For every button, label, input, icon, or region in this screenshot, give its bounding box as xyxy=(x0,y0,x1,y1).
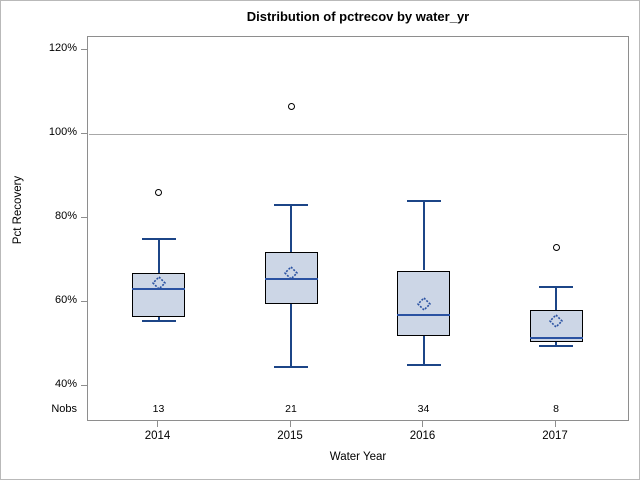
whisker-upper-stem xyxy=(157,239,160,273)
nobs-value: 8 xyxy=(553,403,559,415)
whisker-lower-stem xyxy=(422,335,425,365)
whisker-upper-stem xyxy=(422,201,425,271)
median-line xyxy=(132,288,185,291)
outlier-point xyxy=(287,103,295,111)
y-axis-tick xyxy=(81,384,87,386)
y-axis-tick xyxy=(81,300,87,302)
y-axis-tick xyxy=(81,132,87,134)
nobs-value: 34 xyxy=(417,403,430,415)
y-axis-tick-label: 80% xyxy=(54,210,77,222)
y-axis-tick-label: 120% xyxy=(48,42,77,54)
median-line xyxy=(264,277,318,280)
reference-line-100pct xyxy=(89,133,627,135)
x-axis-title: Water Year xyxy=(329,451,387,463)
x-axis-tick xyxy=(157,421,158,427)
nobs-value: 13 xyxy=(152,403,165,415)
y-axis-tick xyxy=(81,216,87,218)
mean-diamond-marker xyxy=(548,313,564,329)
x-axis-category-label: 2016 xyxy=(409,430,436,442)
x-axis-tick xyxy=(554,421,556,427)
whisker-upper-cap xyxy=(141,238,176,240)
x-axis-category-label: 2014 xyxy=(144,430,171,442)
nobs-value: 21 xyxy=(285,403,297,415)
x-axis-category-label: 2017 xyxy=(542,430,568,442)
mean-diamond-marker xyxy=(151,275,166,291)
outlier-point xyxy=(552,243,560,251)
y-axis-tick-label: 40% xyxy=(54,378,77,390)
outlier-point xyxy=(155,189,162,197)
whisker-lower-stem xyxy=(157,316,160,321)
whisker-upper-stem xyxy=(555,287,557,311)
mean-diamond-marker xyxy=(283,265,299,280)
x-axis-tick xyxy=(422,421,423,427)
x-axis-category-label: 2015 xyxy=(277,430,303,442)
whisker-upper-cap xyxy=(406,200,441,203)
median-line xyxy=(529,336,583,339)
x-axis-tick xyxy=(289,421,291,427)
box-iqr xyxy=(132,272,185,317)
whisker-upper-stem xyxy=(290,205,292,252)
nobs-row-label: Nobs xyxy=(51,403,77,415)
chart-title: Distribution of pctrecov by water_yr xyxy=(246,9,470,24)
median-line xyxy=(397,313,450,316)
whisker-upper-cap xyxy=(274,204,308,207)
y-axis-tick xyxy=(81,48,87,50)
whisker-lower-cap xyxy=(406,364,441,366)
whisker-lower-stem xyxy=(290,304,292,368)
plot-area: 13 21 34 8 xyxy=(87,36,629,421)
whisker-lower-cap xyxy=(539,345,573,348)
y-axis-tick-label: 100% xyxy=(48,126,77,138)
whisker-lower-stem xyxy=(555,341,557,347)
whisker-upper-cap xyxy=(539,286,573,289)
whisker-lower-cap xyxy=(274,366,308,369)
y-axis-title: Pct Recovery xyxy=(12,175,24,245)
box-iqr xyxy=(397,270,450,336)
y-axis-tick-label: 60% xyxy=(54,294,77,306)
whisker-lower-cap xyxy=(141,319,176,322)
mean-diamond-marker xyxy=(416,296,431,312)
